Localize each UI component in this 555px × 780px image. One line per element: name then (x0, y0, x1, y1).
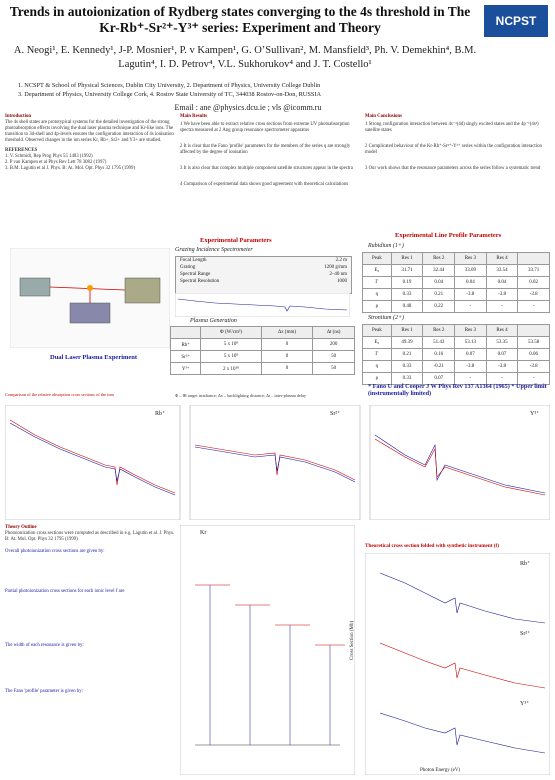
experimental-spectra (5, 405, 550, 520)
rb-tag: Rb⁺ (155, 411, 166, 417)
theory-sub2: Partial photoionization cross sections f… (5, 589, 125, 594)
table-row: Rb⁺ 5 x 10⁹ 0 200 (169, 338, 355, 351)
table-row: Γ 0.21 0.16 0.07 0.07 0.06 (362, 348, 550, 361)
conclusion-2: 2 Complicated behaviour of the Kr-Rb⁺-Sr… (365, 144, 542, 155)
theoretical-spectra (365, 553, 550, 775)
spectrometer-panel: Focal Length 2.2 m Grating 1200 g/mm Spect… (175, 256, 352, 294)
theory-heading: Theory Outline (5, 525, 37, 530)
table-row: q 0.33 0.21 -3.8 -3.8 -3.8 (362, 288, 550, 301)
result-1: 1 We have been able to extract relative … (180, 122, 350, 133)
rb-tag-2: Rb⁺ (520, 561, 531, 567)
sr-tag-2: Sr²⁺ (520, 631, 531, 637)
y-tag: Y³⁺ (530, 411, 540, 417)
table-row: E₀ 31.71 32.44 33.09 33.54 33.71 (362, 264, 550, 277)
dual-caption: Comparison of the relative absorption cr… (5, 392, 115, 397)
intro-text: The 4s shell states are prototypical sys… (5, 120, 174, 143)
spectrometer-spectrum (175, 293, 350, 317)
dual-laser-schematic (10, 248, 170, 348)
theory-section: Theory Outline Photoionization cross sec… (5, 525, 175, 695)
ref-3: 3. B.M. Lagutin et al J. Phys. B: At. Mo… (5, 166, 136, 171)
line-params-heading: Experimental Line Profile Parameters (395, 232, 502, 239)
exp-params-heading: Experimental Parameters (200, 237, 272, 244)
plasma-note: Φ – IR target irradiance; Δx – backlight… (175, 393, 307, 398)
affiliations: 1. NCSPT & School of Physical Sciences, … (18, 82, 478, 99)
result-4: 4 Comparison of experimental data shows … (180, 182, 349, 187)
spec-row: Grating 1200 g/mm (180, 265, 347, 270)
conclusions-section: Main Conclusions 1 Strong configuration … (365, 114, 550, 172)
ref-2: 2. P van Kampen et al Phys Rev Lett 78 3… (5, 160, 107, 165)
energy-level-diagram (180, 525, 355, 775)
plasma-table: Φ (W/cm²) Δx (mm) Δt (ns) Rb⁺ 5 x 10⁹ 0 200 S… (169, 326, 355, 375)
sr-label: Strontium (2+) (368, 315, 404, 321)
conclusions-heading: Main Conclusions (365, 114, 402, 119)
spec-row: Spectral Range 2–40 nm (180, 272, 347, 277)
affiliation-1: 1. NCSPT & School of Physical Sciences, … (18, 82, 321, 89)
conclusion-3: 3 Our work shows that the resonance para… (365, 166, 541, 171)
spec-row: Focal Length 2.2 m (180, 258, 347, 263)
xlabel: Photon Energy (eV) (420, 768, 461, 773)
poster-title: Trends in autoionization of Rydberg stat… (9, 4, 471, 35)
kr-label: Kr (200, 530, 207, 536)
contact-email: Email : ane @physics.dcu.ie ; vls @icomm… (174, 103, 322, 112)
author-list: A. Neogi¹, E. Kennedy¹, J-P. Mosnier¹, P… (13, 45, 477, 70)
ylabel: Cross Section (Mb) (350, 620, 355, 660)
results-heading: Main Results (180, 114, 208, 119)
dual-laser-label: Dual Laser Plasma Experiment (50, 354, 138, 361)
affiliation-2: 3. Department of Physics, University Col… (18, 90, 321, 98)
table-row: q 0.33 -0.21 -3.8 -3.8 -3.8 (362, 360, 550, 373)
line-params-footnote: * Fano U and Cooper J W Phys Rev 137 A13… (368, 383, 547, 397)
sr-tag: Sr²⁺ (330, 411, 341, 417)
table-row: E₀ 49.39 51.43 53.13 53.35 53.58 (362, 336, 550, 349)
theory-sub4: The Fano 'profile' parameter is given by… (5, 689, 83, 694)
result-3: 3 It is also clear that complex multiple… (180, 166, 353, 171)
theory-sub1: Overall photoionization cross sections a… (5, 549, 105, 554)
result-2: 2 It is clear that the Fano 'profile' pa… (180, 144, 351, 155)
plasma-heading: Plasma Generation (190, 318, 237, 324)
rb-param-table: Peak Res 1 Res 2 Res 3 Res 4 E₀ 31.71 32.44 33.… (362, 252, 550, 313)
sr-param-table: Peak Res 1 Res 2 Res 3 Res 4 E₀ 49.39 51.43 53.… (362, 324, 550, 385)
theory-sub3: The width of each resonance is given by: (5, 643, 84, 648)
lower-right-caption: Theoretical cross section folded with sy… (365, 543, 499, 549)
spectrometer-title: Grazing Incidence Spectrometer (175, 247, 253, 253)
table-row: Sr²⁺ 5 x 10⁹ 0 50 (169, 350, 355, 363)
table-row: Γ 0.19 0.04 0.04 0.04 0.02 (362, 276, 550, 289)
ncpst-logo: NCPST (484, 5, 548, 37)
spec-row: Spectral Resolution 1000 (180, 279, 347, 284)
main-results-section: Main Results 1 We have been able to extr… (180, 114, 360, 188)
table-row: ρ 0.48 0.22- - - (362, 300, 550, 313)
theory-text: Photoionization cross sections were comp… (5, 531, 175, 542)
table-row: ρ 0.33 0.07- - - (362, 372, 550, 385)
ref-1: 1. V. Schmidt, Rep Prog Phys 55 1483 (19… (5, 154, 93, 159)
intro-heading: Introduction (5, 114, 32, 119)
refs-heading: REFERENCES (5, 148, 38, 153)
table-row: Y³⁺ 2 x 10¹⁰ 0 50 (169, 362, 355, 375)
y-tag-2: Y³⁺ (520, 701, 530, 707)
rb-label: Rubidium (1+) (368, 243, 404, 249)
introduction-section: Introduction The 4s shell states are pro… (5, 114, 175, 172)
conclusion-1: 1 Strong configuration interaction betwe… (365, 122, 539, 133)
